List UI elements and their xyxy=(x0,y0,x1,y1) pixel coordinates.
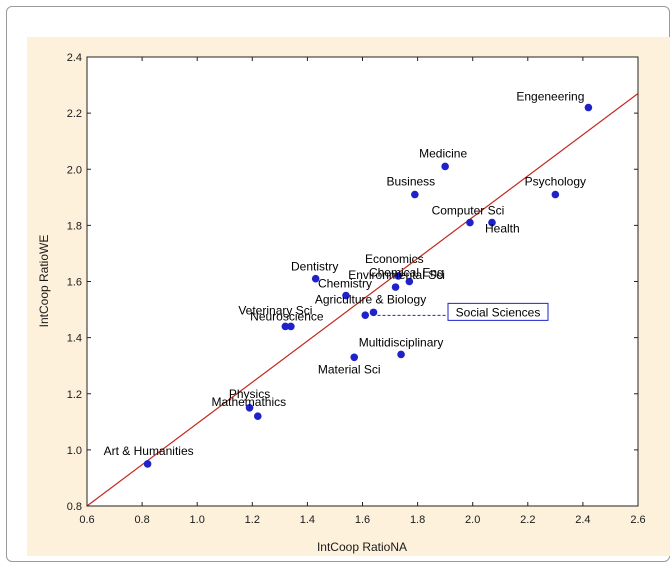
callout-box xyxy=(447,302,549,321)
point-art-humanities xyxy=(143,460,152,468)
point-health xyxy=(488,218,496,227)
y-tick-label: 1.4 xyxy=(67,333,82,345)
x-tick-label: 1.8 xyxy=(410,514,425,526)
point-label: Chemistry xyxy=(318,277,372,291)
y-tick-label: 2.0 xyxy=(67,164,82,176)
x-tick-label: 2.0 xyxy=(465,514,480,526)
point-label: Agriculture & Biology xyxy=(315,292,426,306)
x-tick-label: 2.4 xyxy=(575,514,590,526)
point-label: Business xyxy=(386,175,435,189)
point-chemical-eng xyxy=(405,277,414,286)
point-label: Medicine xyxy=(419,146,467,160)
point-chemistry xyxy=(342,291,350,300)
x-tick-label: 0.6 xyxy=(79,514,94,526)
point-material-sci xyxy=(350,353,359,362)
y-axis-title: IntCoop RatioWE xyxy=(37,235,51,328)
point-medicine xyxy=(441,162,449,171)
callout-label: Social Sciences xyxy=(456,305,541,319)
fit-line xyxy=(86,93,639,507)
point-label: Multidisciplinary xyxy=(359,335,444,349)
point-business xyxy=(411,190,419,199)
x-tick-label: 2.6 xyxy=(630,514,645,526)
y-tick-label: 2.4 xyxy=(67,52,82,64)
point-neuroscience xyxy=(287,322,295,331)
point-label: Engeneering xyxy=(516,90,584,104)
x-tick-label: 1.6 xyxy=(355,514,370,526)
y-tick-label: 1.2 xyxy=(67,389,82,401)
x-tick-label: 1.4 xyxy=(300,514,315,526)
point-multidisciplinary xyxy=(397,350,405,359)
y-tick-label: 1.8 xyxy=(67,220,82,232)
point-label: Computer Sci xyxy=(432,204,505,218)
point-environmental-sci xyxy=(391,283,400,291)
point-agriculture-biology xyxy=(369,308,378,317)
point-social-sciences xyxy=(361,311,370,319)
y-tick-label: 1.0 xyxy=(67,445,82,457)
point-label: Veterinary Sci xyxy=(238,303,312,317)
point-label: Health xyxy=(485,222,520,236)
point-label: Material Sci xyxy=(318,362,381,376)
point-label: Physics xyxy=(229,387,270,401)
y-tick-label: 0.8 xyxy=(67,501,82,513)
plot-area xyxy=(86,56,639,507)
point-economics xyxy=(394,272,403,280)
point-label: Environmental Sci xyxy=(348,268,445,282)
point-psychology xyxy=(551,190,560,199)
x-tick-label: 1.2 xyxy=(245,514,260,526)
y-tick-label: 1.6 xyxy=(67,277,82,289)
y-tick-label: 2.2 xyxy=(67,108,82,120)
point-veterinary-sci xyxy=(281,322,290,331)
x-tick-label: 2.2 xyxy=(520,514,535,526)
point-label: Psychology xyxy=(525,175,586,189)
point-label: Neuroscience xyxy=(250,309,324,323)
point-label: Art & Humanities xyxy=(104,444,194,458)
point-computer-sci xyxy=(466,218,474,227)
point-mathemathics xyxy=(254,412,262,421)
point-physics xyxy=(245,403,254,412)
point-label: Dentistry xyxy=(291,260,338,274)
point-dentistry xyxy=(311,274,320,283)
point-engeneering xyxy=(584,103,593,112)
point-label: Chemical Eng xyxy=(369,266,444,280)
x-tick-label: 1.0 xyxy=(190,514,205,526)
x-axis-title: IntCoop RatioNA xyxy=(317,540,407,554)
point-label: Economics xyxy=(365,252,424,266)
point-label: Mathemathics xyxy=(211,395,286,409)
x-tick-label: 0.8 xyxy=(134,514,149,526)
